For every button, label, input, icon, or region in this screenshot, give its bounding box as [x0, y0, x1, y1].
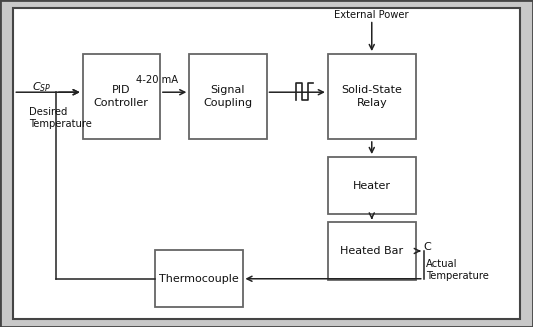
FancyBboxPatch shape	[328, 54, 416, 139]
Text: $C_{SP}$: $C_{SP}$	[32, 80, 51, 94]
FancyBboxPatch shape	[13, 8, 520, 319]
FancyBboxPatch shape	[189, 54, 266, 139]
Text: Desired
Temperature: Desired Temperature	[29, 107, 92, 129]
FancyBboxPatch shape	[83, 54, 160, 139]
Text: Thermocouple: Thermocouple	[159, 274, 238, 284]
Text: PID
Controller: PID Controller	[94, 85, 149, 108]
Text: Solid-State
Relay: Solid-State Relay	[341, 85, 402, 108]
Text: Heated Bar: Heated Bar	[340, 246, 403, 256]
FancyBboxPatch shape	[328, 157, 416, 214]
Text: Heater: Heater	[353, 181, 391, 191]
Text: Signal
Coupling: Signal Coupling	[203, 85, 253, 108]
Text: External Power: External Power	[334, 10, 409, 20]
Text: Actual
Temperature: Actual Temperature	[426, 259, 489, 281]
FancyBboxPatch shape	[328, 222, 416, 280]
Text: C: C	[424, 242, 432, 252]
FancyBboxPatch shape	[155, 250, 243, 307]
Text: 4-20 mA: 4-20 mA	[136, 75, 179, 85]
